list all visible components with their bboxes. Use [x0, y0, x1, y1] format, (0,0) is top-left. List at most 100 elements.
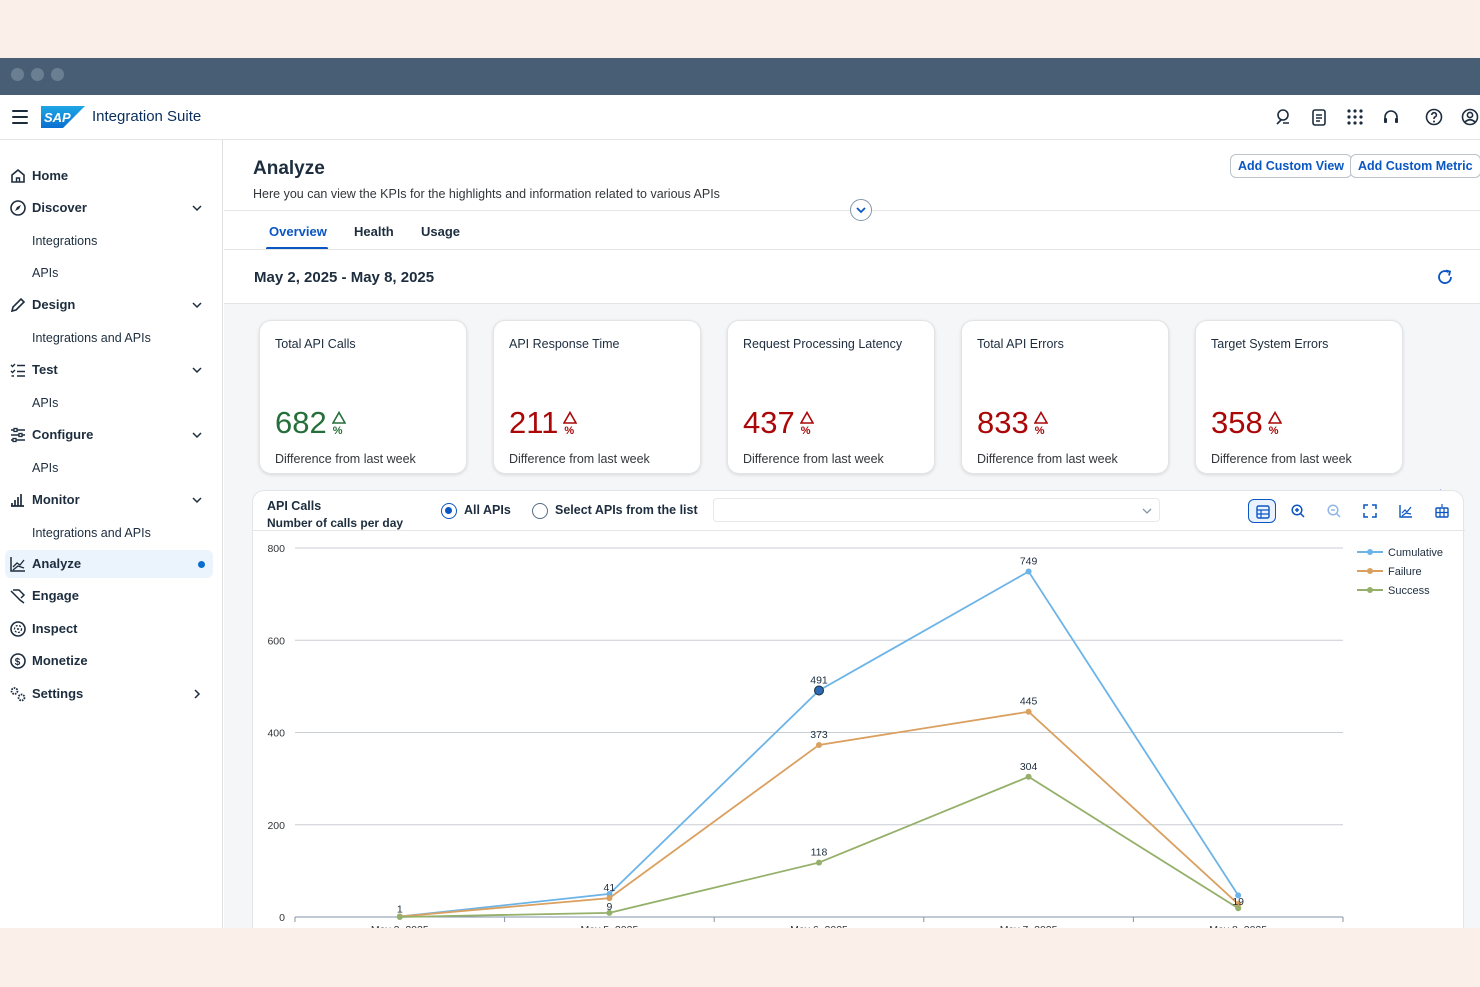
- chevron-down-icon[interactable]: [191, 202, 203, 214]
- product-switch-icon[interactable]: [1345, 107, 1365, 127]
- sap-logo[interactable]: SAP: [41, 106, 85, 128]
- data-label: 304: [1020, 761, 1038, 773]
- kpi-unit: %: [800, 425, 811, 437]
- y-tick-label: 0: [279, 912, 285, 924]
- zoom-out-icon: [1327, 504, 1341, 518]
- nav-item-monetize[interactable]: $ Monetize: [0, 647, 223, 675]
- tab-usage[interactable]: Usage: [421, 224, 461, 239]
- pencil-icon: [10, 297, 26, 313]
- nav-item-monitor[interactable]: Monitor: [0, 486, 223, 514]
- side-navigation: Home Discover Integrations APIs Design I…: [0, 140, 223, 928]
- table-view-button[interactable]: [1248, 499, 1276, 523]
- refresh-icon[interactable]: [1436, 268, 1454, 286]
- nav-subitem-discover-integrations[interactable]: Integrations: [32, 234, 98, 248]
- active-indicator-dot: [198, 561, 205, 568]
- radio-all-apis-label[interactable]: All APIs: [464, 503, 511, 517]
- product-name[interactable]: Integration Suite: [92, 108, 202, 125]
- nav-item-home[interactable]: Home: [0, 162, 223, 190]
- nav-active-highlight: [5, 550, 213, 578]
- y-tick-label: 600: [267, 635, 285, 647]
- joule-assistant-icon[interactable]: [1273, 107, 1293, 127]
- nav-item-test[interactable]: Test: [0, 356, 223, 384]
- api-calls-chart-card: API Calls Number of calls per day All AP…: [252, 490, 1465, 928]
- fullscreen-button[interactable]: [1356, 499, 1384, 523]
- trend-up-triangle-icon: [331, 411, 346, 424]
- fullscreen-icon: [1363, 504, 1377, 518]
- tab-overview[interactable]: Overview: [269, 224, 327, 239]
- svg-text:SAP: SAP: [44, 110, 71, 125]
- table-icon: [1256, 505, 1270, 519]
- checklist-icon: [10, 363, 25, 377]
- legend-label: Cumulative: [1388, 547, 1443, 559]
- window-minimize-dot[interactable]: [31, 68, 44, 81]
- y-tick-label: 800: [267, 543, 285, 555]
- nav-item-settings[interactable]: Settings: [0, 680, 223, 708]
- data-point: [1235, 892, 1242, 899]
- kpi-value: 682: [275, 405, 327, 440]
- chart-toolbar-divider: [253, 530, 1465, 531]
- kpi-value: 358: [1211, 405, 1263, 440]
- chevron-down-icon[interactable]: [191, 364, 203, 376]
- x-tick-label: May 6, 2025: [790, 924, 848, 928]
- add-custom-view-button[interactable]: Add Custom View: [1230, 154, 1353, 178]
- kpi-card[interactable]: Total API Calls 682% Difference from last …: [259, 320, 467, 474]
- x-tick-label: May 2, 2025: [371, 924, 429, 928]
- collapse-header-button[interactable]: [850, 199, 872, 221]
- radio-select-apis[interactable]: [532, 503, 548, 519]
- nav-item-design[interactable]: Design: [0, 291, 223, 319]
- notes-icon[interactable]: [1309, 107, 1329, 127]
- data-point: [1025, 773, 1032, 780]
- nav-item-engage[interactable]: Engage: [0, 582, 223, 610]
- help-icon[interactable]: [1424, 107, 1444, 127]
- window-close-dot[interactable]: [11, 68, 24, 81]
- tab-health[interactable]: Health: [354, 224, 394, 239]
- chevron-right-icon[interactable]: [191, 688, 203, 700]
- menu-icon[interactable]: [12, 110, 28, 124]
- chart-type-button[interactable]: [1392, 499, 1420, 523]
- nav-subitem-configure-apis[interactable]: APIs: [32, 461, 59, 475]
- api-calls-line-chart: 0 200 400 600 800 May 2, 2025 May 5, 2025 May 6…: [267, 543, 1443, 928]
- kpi-card[interactable]: Target System Errors 358% Difference from …: [1195, 320, 1403, 474]
- page-title: Analyze: [253, 158, 325, 179]
- kpi-card[interactable]: Total API Errors 833% Difference from last…: [961, 320, 1169, 474]
- api-select-dropdown[interactable]: [713, 498, 1160, 522]
- nav-subitem-design-integrations-apis[interactable]: Integrations and APIs: [32, 331, 151, 345]
- kpi-value: 437: [743, 405, 795, 440]
- headset-icon[interactable]: [1381, 107, 1401, 127]
- nav-item-configure[interactable]: Configure: [0, 421, 223, 449]
- nav-subitem-test-apis[interactable]: APIs: [32, 396, 59, 410]
- kpi-value: 211: [509, 405, 559, 440]
- line-chart-icon: [10, 557, 25, 572]
- chevron-down-icon[interactable]: [191, 494, 203, 506]
- trend-up-triangle-icon: [563, 411, 578, 424]
- trend-up-triangle-icon: [1267, 411, 1282, 424]
- tabs-divider: [224, 249, 1480, 250]
- kpi-difference-label: Difference from last week: [1211, 452, 1352, 466]
- nav-item-inspect[interactable]: Inspect: [0, 615, 223, 643]
- nav-item-discover[interactable]: Discover: [0, 194, 223, 222]
- zoom-in-button[interactable]: [1284, 499, 1312, 523]
- kpi-card[interactable]: API Response Time 211% Difference from las…: [493, 320, 701, 474]
- kpi-title: Total API Errors: [977, 337, 1064, 351]
- chevron-down-icon[interactable]: [191, 299, 203, 311]
- kpi-unit: %: [332, 425, 343, 437]
- user-profile-icon[interactable]: [1460, 107, 1480, 127]
- kpi-difference-label: Difference from last week: [977, 452, 1118, 466]
- zoom-in-icon: [1291, 504, 1305, 518]
- nav-label: Settings: [32, 686, 84, 701]
- radio-all-apis[interactable]: [441, 503, 457, 519]
- home-icon: [11, 168, 25, 183]
- tab-selected-indicator: [266, 247, 328, 250]
- kpi-card[interactable]: Request Processing Latency 437% Difference…: [727, 320, 935, 474]
- radio-select-apis-label[interactable]: Select APIs from the list: [555, 503, 698, 517]
- zoom-out-button[interactable]: [1320, 499, 1348, 523]
- window-maximize-dot[interactable]: [51, 68, 64, 81]
- nav-subitem-discover-apis[interactable]: APIs: [32, 266, 59, 280]
- nav-subitem-monitor-integrations-apis[interactable]: Integrations and APIs: [32, 526, 151, 540]
- data-point: [606, 890, 613, 897]
- kpi-unit: %: [1034, 425, 1045, 437]
- add-custom-metric-button[interactable]: Add Custom Metric: [1350, 154, 1480, 178]
- nav-item-analyze[interactable]: Analyze: [0, 550, 223, 578]
- chevron-down-icon[interactable]: [191, 429, 203, 441]
- settings-grid-button[interactable]: [1428, 499, 1456, 523]
